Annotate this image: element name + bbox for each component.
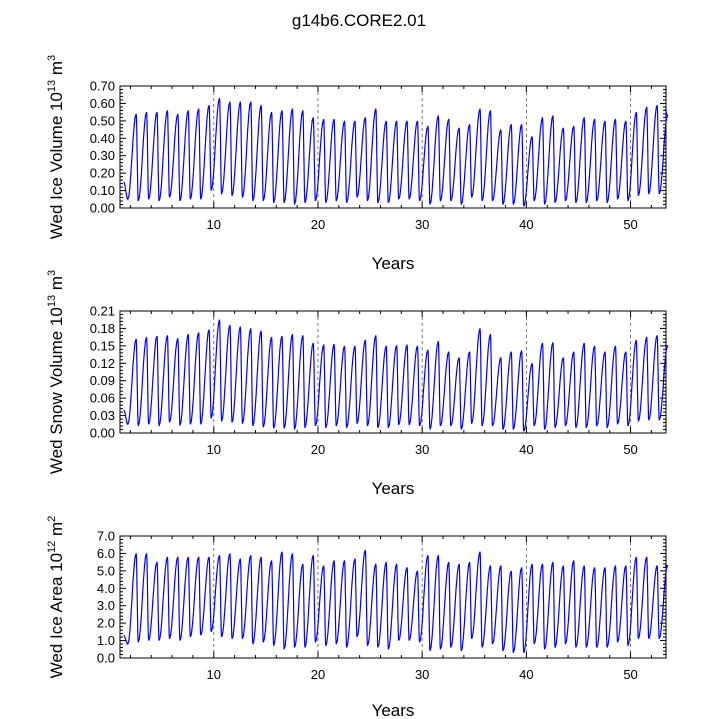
y-tick-label: 0.30 — [90, 148, 115, 163]
x-tick-label: 20 — [311, 667, 325, 682]
snow-volume-grid — [213, 311, 631, 433]
y-tick-label: 0.40 — [90, 131, 115, 146]
y-tick-label: 0.09 — [90, 373, 115, 388]
snow-volume-series — [123, 319, 669, 432]
snow-volume-x-axis-label: Years — [372, 479, 415, 498]
y-tick-label: 0.10 — [90, 183, 115, 198]
series-line — [123, 549, 669, 653]
ice-area-y-axis-label: Wed Ice Area 1012 m2 — [46, 516, 66, 679]
y-tick-label: 5.0 — [97, 563, 115, 578]
x-tick-label: 30 — [415, 667, 429, 682]
ice-volume-series — [123, 98, 669, 207]
x-tick-label: 10 — [207, 442, 221, 457]
y-tick-label: 0.0 — [97, 651, 115, 666]
ice-area-y-axis: 0.0 1.0 2.0 3.0 4.0 5.0 6.0 7.0 — [97, 529, 666, 666]
ice-volume-grid — [213, 86, 631, 208]
ice-area-x-axis-label: Years — [372, 701, 415, 719]
y-tick-label: 0.06 — [90, 391, 115, 406]
x-tick-label: 10 — [207, 667, 221, 682]
ice-volume-plot-frame — [119, 85, 667, 209]
x-tick-label: 20 — [311, 217, 325, 232]
ice-area-panel: 0.0 1.0 2.0 3.0 4.0 5.0 6.0 7.0 10 20 30 40 50 Year… — [46, 516, 669, 719]
y-tick-label: 7.0 — [97, 529, 115, 544]
x-tick-label: 50 — [623, 667, 637, 682]
y-tick-label: 0.70 — [90, 79, 115, 94]
y-tick-label: 2.0 — [97, 616, 115, 631]
y-tick-label: 0.50 — [90, 113, 115, 128]
x-tick-label: 50 — [623, 217, 637, 232]
y-tick-label: 0.15 — [90, 338, 115, 353]
y-tick-label: 0.21 — [90, 304, 115, 319]
x-tick-label: 40 — [519, 442, 533, 457]
x-tick-label: 40 — [519, 217, 533, 232]
figure-title: g14b6.CORE2.01 — [292, 11, 426, 30]
y-tick-label: 0.00 — [90, 201, 115, 216]
x-tick-label: 40 — [519, 667, 533, 682]
y-tick-label: 4.0 — [97, 581, 115, 596]
ice-volume-x-axis-label: Years — [372, 254, 415, 273]
ice-area-grid — [213, 536, 631, 658]
y-tick-label: 0.03 — [90, 408, 115, 423]
ice-volume-y-axis: 0.00 0.10 0.20 0.30 0.40 0.50 0.60 0.70 — [90, 79, 666, 216]
x-tick-label: 50 — [623, 442, 637, 457]
snow-volume-y-axis: 0.00 0.03 0.06 0.09 0.12 0.15 0.18 0.21 — [90, 304, 666, 441]
snow-volume-y-axis-label: Wed Snow Volume 1013 m3 — [46, 270, 66, 474]
ice-area-series — [123, 549, 669, 653]
series-line — [123, 98, 669, 207]
ice-volume-panel: 0.00 0.10 0.20 0.30 0.40 0.50 0.60 0.70 10 20 30 4… — [46, 55, 669, 273]
snow-volume-panel: 0.00 0.03 0.06 0.09 0.12 0.15 0.18 0.21 10 20 30 4… — [46, 270, 669, 498]
snow-volume-plot-frame — [119, 310, 667, 434]
y-tick-label: 0.18 — [90, 321, 115, 336]
ice-area-plot-frame — [119, 535, 667, 659]
y-tick-label: 1.0 — [97, 633, 115, 648]
x-tick-label: 30 — [415, 217, 429, 232]
y-tick-label: 0.60 — [90, 96, 115, 111]
y-tick-label: 0.00 — [90, 426, 115, 441]
x-tick-label: 20 — [311, 442, 325, 457]
y-tick-label: 0.20 — [90, 166, 115, 181]
snow-volume-x-axis: 10 20 30 40 50 — [129, 311, 652, 457]
y-tick-label: 3.0 — [97, 598, 115, 613]
ice-volume-y-axis-label: Wed Ice Volume 1013 m3 — [46, 55, 66, 239]
series-line — [123, 319, 669, 432]
ice-area-x-axis: 10 20 30 40 50 — [129, 536, 652, 682]
x-tick-label: 10 — [207, 217, 221, 232]
y-tick-label: 0.12 — [90, 356, 115, 371]
y-tick-label: 6.0 — [97, 546, 115, 561]
x-tick-label: 30 — [415, 442, 429, 457]
ice-volume-x-axis: 10 20 30 40 50 — [129, 86, 652, 232]
